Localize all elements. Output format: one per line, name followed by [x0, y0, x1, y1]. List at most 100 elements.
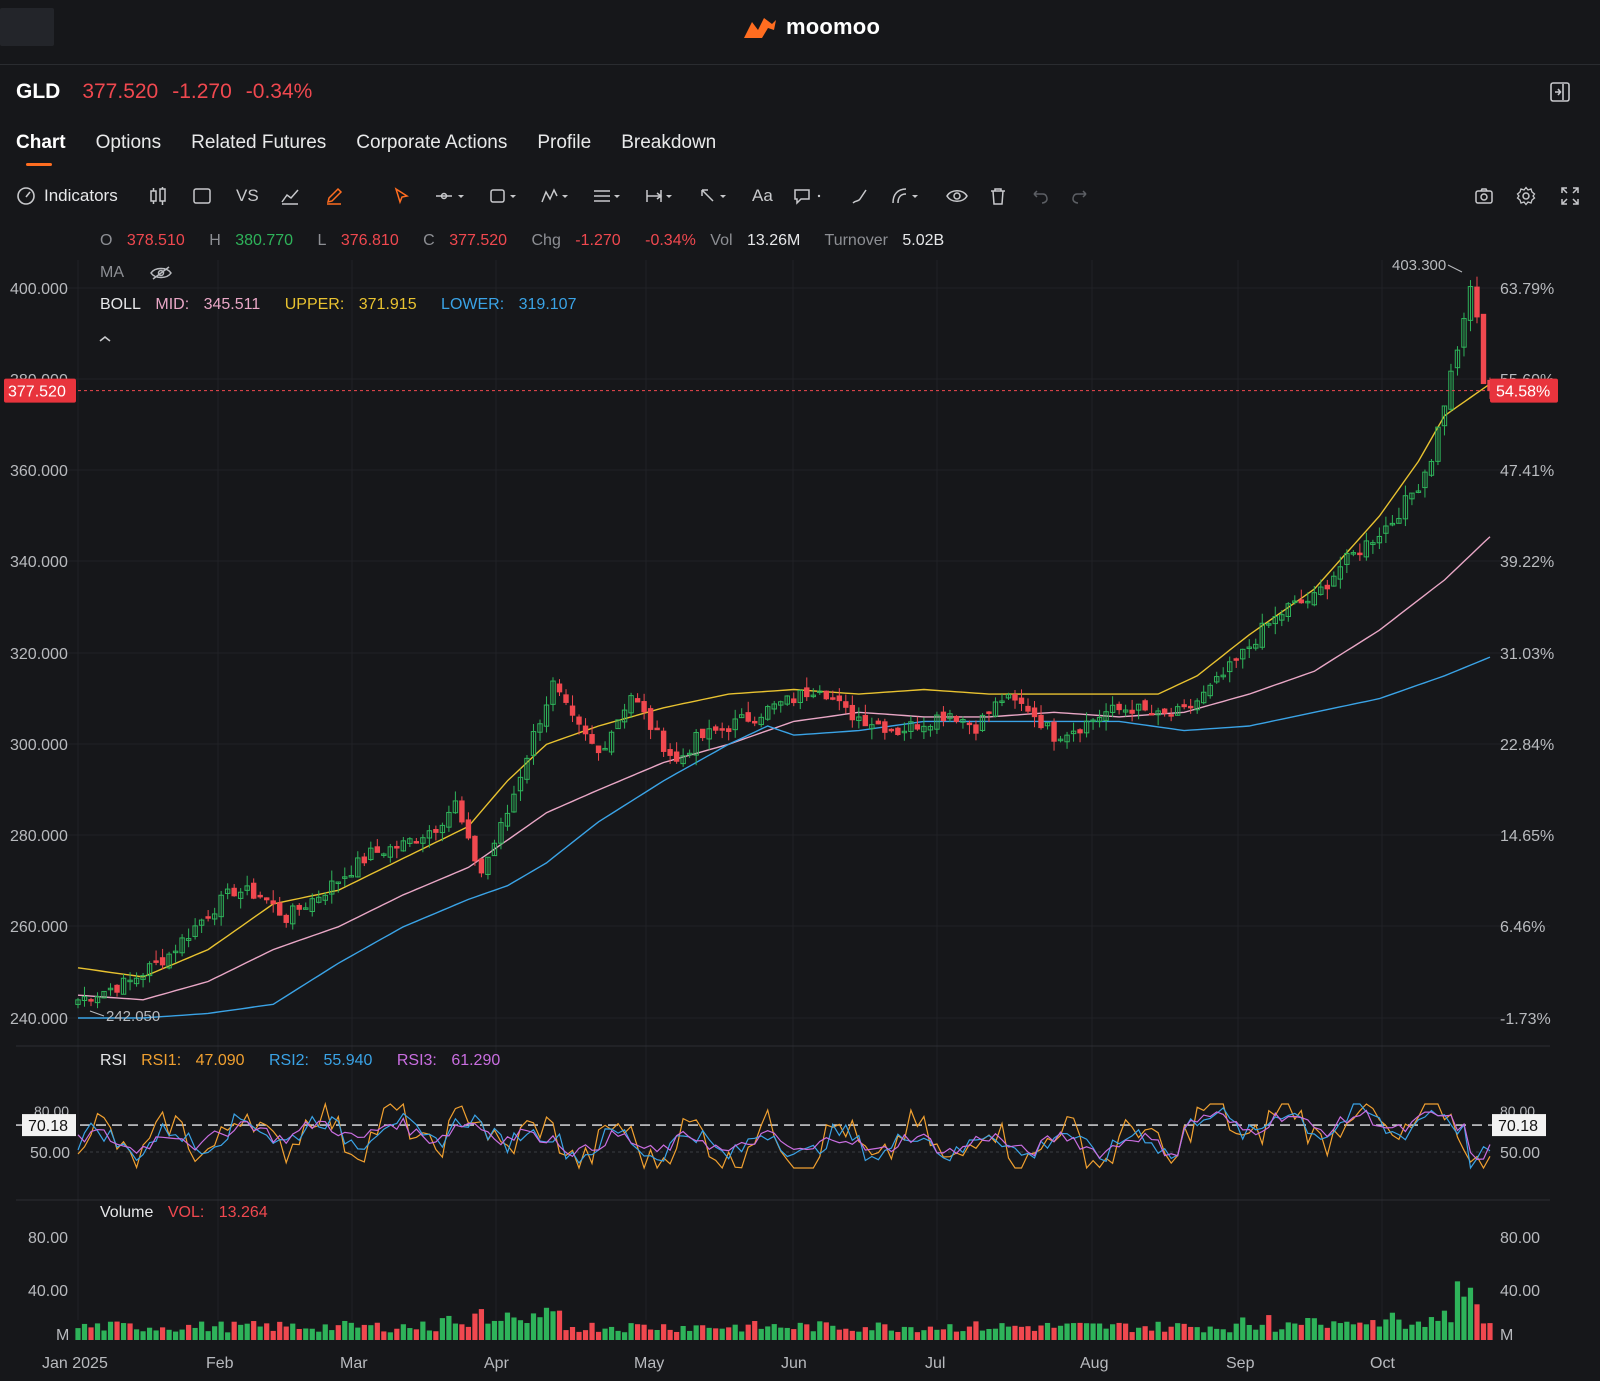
candle-body [472, 835, 478, 862]
volume-bar [127, 1323, 133, 1340]
candle-body [172, 950, 179, 954]
candle-body [231, 887, 237, 897]
comment-icon[interactable] [792, 178, 822, 214]
candle-type-icon[interactable] [148, 178, 168, 214]
candle-body [459, 800, 465, 823]
fullscreen-icon[interactable] [1560, 178, 1580, 214]
tab-profile[interactable]: Profile [537, 132, 592, 153]
volume-bar [524, 1323, 530, 1340]
candle-body [563, 694, 569, 703]
tab-breakdown[interactable]: Breakdown [621, 132, 717, 153]
tab-chart[interactable]: Chart [16, 132, 66, 166]
volume-bar [400, 1324, 406, 1340]
x-axis-label: Mar [340, 1355, 368, 1372]
candle-body [381, 853, 387, 856]
volume-bar [895, 1331, 901, 1340]
arrow-icon[interactable] [698, 178, 732, 214]
shape-icon[interactable] [488, 178, 522, 214]
volume-bar [576, 1331, 582, 1340]
volume-bar [1018, 1326, 1025, 1340]
candle-body [198, 919, 205, 926]
text-tool-button[interactable]: Aa [752, 186, 773, 205]
cursor-icon[interactable] [392, 178, 412, 214]
volume-bar [120, 1323, 127, 1340]
camera-icon[interactable] [1474, 178, 1494, 214]
candle-body [146, 963, 153, 977]
volume-bar [765, 1326, 771, 1340]
candle-body [595, 745, 602, 754]
volume-bar [381, 1331, 387, 1340]
volume-bar [192, 1327, 198, 1340]
candle-body [654, 727, 660, 731]
fibonacci-icon[interactable] [592, 178, 626, 214]
area-chart-icon[interactable] [280, 178, 300, 214]
tab-corporate-actions[interactable]: Corporate Actions [356, 132, 508, 153]
layout-icon[interactable] [192, 178, 212, 214]
chg-label: Chg [531, 232, 561, 249]
candle-body [1168, 714, 1174, 717]
candle-body [94, 996, 101, 1004]
candle-body [140, 975, 146, 980]
volume-bar [1383, 1319, 1389, 1340]
collapse-panel-icon[interactable] [1550, 82, 1570, 102]
candle-body [1266, 623, 1272, 626]
eye-hidden-icon[interactable] [150, 265, 172, 281]
volume-bar [758, 1328, 764, 1340]
candle-body [426, 830, 433, 839]
candle-body [543, 704, 550, 727]
settings-gear-icon[interactable] [1516, 178, 1536, 214]
candle-body [1376, 535, 1383, 544]
turnover-value: 5.02B [902, 232, 945, 249]
trash-icon[interactable] [988, 178, 1008, 214]
candle-body [927, 725, 934, 731]
chart-area[interactable]: 400.000380.000360.000340.000320.000300.0… [0, 220, 1600, 1381]
last-price: 377.520 [82, 80, 159, 103]
candle-body [1031, 707, 1038, 718]
candle-body [706, 728, 712, 740]
volume-bar [1396, 1319, 1402, 1340]
volume-bar [1051, 1327, 1057, 1340]
open-label: O [100, 232, 113, 249]
measure-icon[interactable] [644, 178, 678, 214]
volume-bar [1201, 1332, 1207, 1340]
trendline-icon[interactable] [434, 178, 468, 214]
tab-options[interactable]: Options [95, 132, 162, 153]
rsi1-value: 47.090 [195, 1052, 245, 1069]
volume-bar [472, 1313, 478, 1340]
candle-body [895, 727, 901, 736]
boll-lower-line [78, 656, 1491, 1019]
candle-body [185, 938, 192, 941]
volume-bar [1129, 1332, 1135, 1340]
candle-body [511, 793, 517, 813]
undo-icon[interactable] [1030, 178, 1050, 214]
candle-body [1240, 648, 1246, 660]
candle-body [1324, 584, 1331, 590]
volume-bar [1402, 1328, 1409, 1340]
candle-body [966, 722, 973, 726]
volume-bar [582, 1330, 589, 1340]
collapse-legend-chevron-icon[interactable] [98, 334, 112, 344]
brush-icon[interactable] [850, 178, 870, 214]
volume-bar [329, 1330, 335, 1340]
redo-icon[interactable] [1070, 178, 1090, 214]
rsi2-line [77, 1103, 1491, 1170]
tab-related-futures[interactable]: Related Futures [191, 132, 327, 153]
volume-bar [589, 1322, 595, 1340]
price-change: -1.270 [172, 80, 232, 103]
candle-body [1116, 703, 1122, 711]
volume-bar [563, 1330, 569, 1340]
candle-body [1233, 658, 1239, 661]
eye-icon[interactable] [946, 178, 968, 214]
pattern-icon[interactable] [540, 178, 574, 214]
compare-vs-button[interactable]: VS [236, 186, 259, 205]
window-corner[interactable] [0, 8, 54, 46]
magnet-icon[interactable] [890, 178, 924, 214]
volume-axis-label: 40.00 [28, 1283, 68, 1300]
draw-pencil-icon[interactable] [324, 178, 344, 214]
volume-bar [1214, 1328, 1220, 1340]
volume-bar [901, 1326, 907, 1340]
indicators-button[interactable]: Indicators [16, 178, 118, 214]
volume-bar [1168, 1326, 1174, 1340]
price-chart-svg[interactable]: 400.000380.000360.000340.000320.000300.0… [0, 220, 1600, 1381]
volume-bar [1331, 1321, 1337, 1340]
